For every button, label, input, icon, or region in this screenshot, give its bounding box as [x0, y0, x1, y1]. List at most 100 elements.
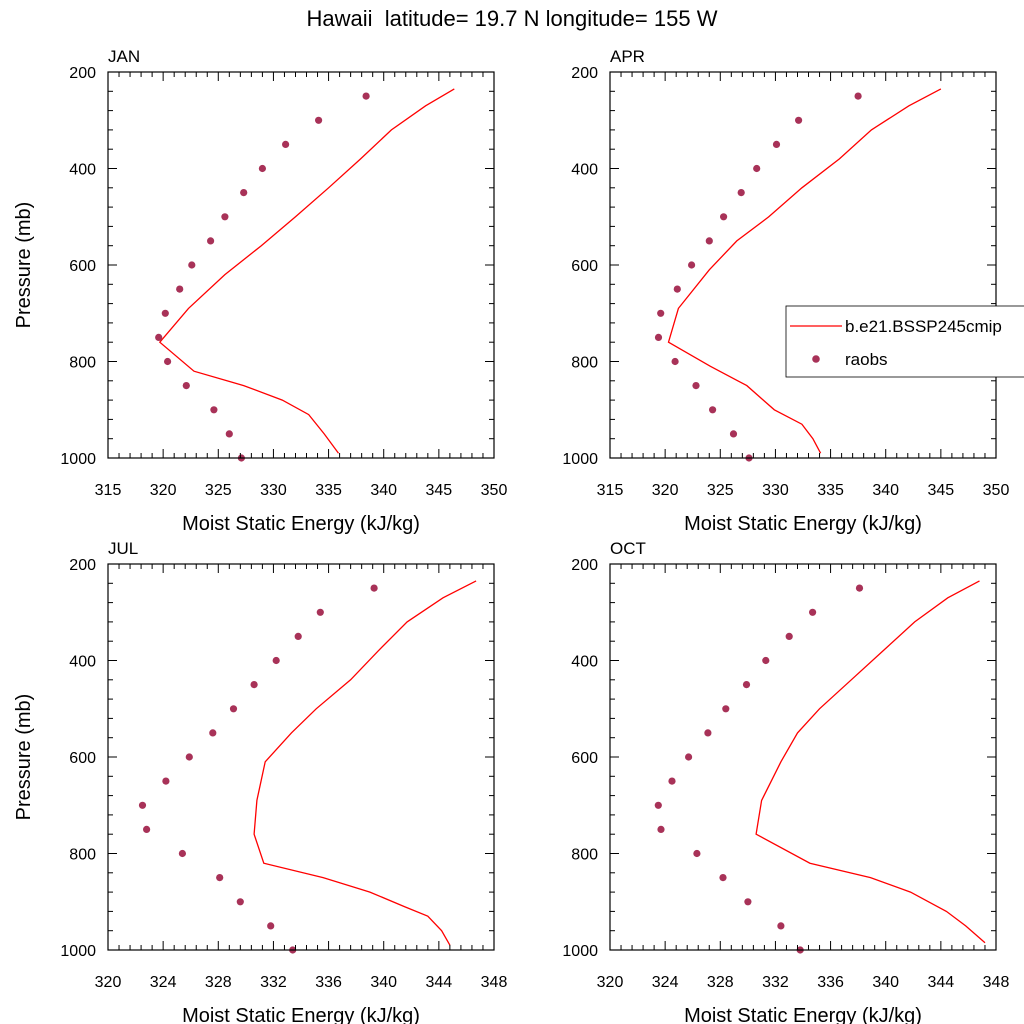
raobs-point [362, 92, 370, 100]
raobs-point [692, 382, 700, 390]
y-tick-label: 600 [69, 258, 96, 275]
x-tick-label: 325 [707, 482, 734, 499]
raobs-point [742, 681, 751, 689]
raobs-point [704, 729, 712, 737]
raobs-point [785, 632, 793, 641]
raobs-point [267, 922, 275, 930]
raobs-point [164, 357, 172, 366]
x-tick-label: 332 [260, 974, 287, 991]
raobs-point [250, 681, 258, 689]
x-tick-label: 344 [426, 974, 453, 991]
raobs-point [719, 874, 727, 882]
raobs-point [282, 140, 290, 148]
raobs-point [720, 213, 728, 221]
panel-oct: OCT 320 324 328 332 336 340 344 348 200 400 600 800 1… [562, 539, 1009, 1024]
raobs-point [176, 285, 184, 293]
raobs-point [155, 333, 163, 341]
raobs-point [272, 656, 280, 665]
plot-frame [609, 71, 997, 459]
panel-apr: APR 315 320 325 330 335 340 345 350 200 400 600 800 1… [562, 47, 1009, 535]
x-tick-label: 324 [652, 974, 679, 991]
y-tick-label: 1000 [60, 943, 96, 960]
series-line-b.e21.BSSP245cmip [158, 88, 455, 454]
panel-jan: JAN 315 320 325 330 335 340 345 350 200 400 600 800 1… [13, 47, 507, 535]
x-tick-label: 335 [817, 482, 844, 499]
y-tick-label: 400 [69, 654, 96, 671]
figure-title: Hawaii latitude= 19.7 N longitude= 155 W [306, 6, 718, 31]
raobs-point [709, 406, 717, 414]
raobs-point [654, 333, 663, 341]
raobs-point [809, 608, 817, 616]
x-axis-title: Moist Static Energy (kJ/kg) [182, 1005, 420, 1024]
x-tick-label: 336 [817, 974, 844, 991]
x-tick-label: 315 [95, 482, 122, 499]
raobs-point [657, 309, 665, 317]
panel-jul: JUL 320 324 328 332 336 340 344 348 200 400 600 800 1… [13, 539, 507, 1024]
raobs-point [209, 729, 217, 737]
y-tick-label: 600 [571, 750, 598, 767]
raobs-point [225, 430, 233, 438]
raobs-point [673, 285, 681, 293]
x-tick-label: 336 [315, 974, 342, 991]
raobs-point [795, 116, 803, 124]
raobs-point [654, 801, 662, 809]
raobs-point [762, 656, 770, 665]
y-tick-label: 200 [571, 557, 598, 574]
x-tick-label: 350 [481, 482, 508, 499]
series-line-b.e21.BSSP245cmip [253, 580, 477, 946]
raobs-point [753, 164, 761, 173]
series-line-b.e21.BSSP245cmip [667, 88, 942, 454]
raobs-point [258, 164, 266, 173]
y-tick-label: 400 [571, 654, 598, 671]
raobs-point [705, 237, 713, 245]
legend-label: raobs [845, 350, 888, 369]
plot-frame [107, 563, 495, 951]
x-tick-label: 340 [872, 974, 899, 991]
x-tick-label: 325 [205, 482, 232, 499]
raobs-point [729, 430, 738, 438]
x-tick-label: 345 [928, 482, 955, 499]
raobs-point [722, 705, 730, 713]
x-tick-label: 340 [370, 974, 397, 991]
panel-label: OCT [610, 539, 646, 558]
x-tick-label: 345 [426, 482, 453, 499]
raobs-point [162, 777, 170, 785]
plot-frame [609, 563, 997, 951]
x-tick-label: 330 [260, 482, 287, 499]
raobs-point [178, 849, 186, 858]
raobs-point [240, 189, 248, 197]
raobs-point [138, 801, 147, 809]
y-tick-label: 800 [69, 355, 96, 372]
y-tick-label: 600 [69, 750, 96, 767]
x-tick-label: 348 [983, 974, 1010, 991]
raobs-point [688, 261, 696, 269]
x-tick-label: 320 [95, 974, 122, 991]
y-tick-label: 800 [571, 847, 598, 864]
raobs-point [188, 261, 196, 269]
legend-label: b.e21.BSSP245cmip [845, 317, 1002, 336]
x-tick-label: 330 [762, 482, 789, 499]
raobs-point [854, 92, 862, 100]
raobs-point [685, 753, 693, 761]
raobs-point [772, 140, 781, 148]
raobs-point [657, 825, 665, 834]
x-tick-label: 340 [872, 482, 899, 499]
y-tick-label: 800 [571, 355, 598, 372]
raobs-point [777, 922, 785, 930]
y-axis-title: Pressure (mb) [13, 202, 35, 329]
raobs-point [236, 898, 244, 906]
x-tick-label: 324 [150, 974, 177, 991]
y-tick-label: 1000 [562, 451, 598, 468]
raobs-point [668, 777, 676, 785]
raobs-point [229, 705, 238, 713]
raobs-point [161, 309, 169, 317]
legend-marker-symbol [812, 355, 820, 363]
plot-frame [107, 71, 495, 459]
x-axis-title: Moist Static Energy (kJ/kg) [182, 513, 420, 535]
x-tick-label: 320 [597, 974, 624, 991]
x-tick-label: 320 [150, 482, 177, 499]
raobs-point [221, 213, 229, 221]
x-tick-label: 335 [315, 482, 342, 499]
panel-label: JUL [108, 539, 138, 558]
